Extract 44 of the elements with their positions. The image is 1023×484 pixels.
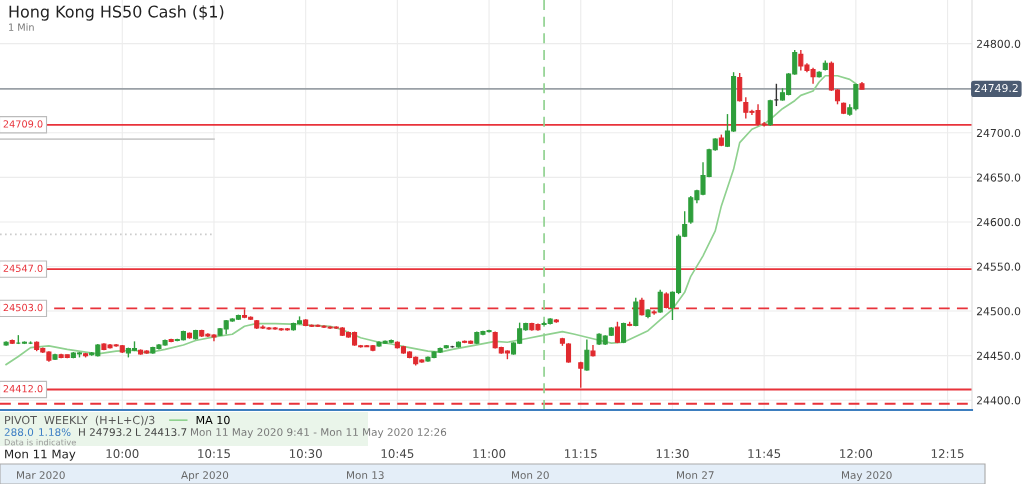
y-tick-label: 24550.0 [976, 262, 1021, 271]
x-tick-label: 10:45 [381, 449, 414, 459]
text: 1 Min [9, 23, 34, 31]
text: PIVOT WEEKLY (H+L+C)/3 [5, 415, 155, 426]
y-tick-label: 24500.0 [976, 307, 1021, 316]
legend-label: MA 10 [196, 415, 230, 425]
chart-title: Hong Kong HS50 Cash ($1) [9, 5, 224, 21]
y-tick-label: 24600.0 [976, 218, 1021, 227]
x-tick-label: 10:00 [106, 449, 139, 459]
x-tick-label: 12:00 [840, 449, 873, 459]
ref-line-label: 24709.0 [3, 120, 43, 128]
ref-line-label: 24503.0 [3, 303, 43, 312]
candlestick [737, 72, 743, 103]
y-tick-label: 24700.0 [976, 128, 1021, 138]
y-tick-label: 24800.0 [976, 39, 1021, 48]
text: Mon 13 [347, 471, 384, 480]
ref-line-label: 24749.2 [974, 83, 1018, 93]
x-tick-label: 11:00 [473, 449, 506, 459]
text: 1.18% [39, 428, 71, 437]
text: H 24793.2 [79, 428, 132, 437]
ref-line-label: 24412.0 [3, 384, 43, 393]
text: 288.0 [4, 428, 34, 437]
text: Mon 11 May [5, 449, 76, 461]
x-tick-label: 11:45 [748, 449, 781, 459]
y-tick-label: 24400.0 [976, 396, 1021, 405]
candlestick [633, 297, 639, 327]
text: Mon 27 [677, 471, 714, 480]
y-tick-label: 24650.0 [976, 173, 1021, 182]
ref-line-label: 24547.0 [3, 264, 43, 272]
text: Data is indicative [4, 438, 76, 446]
x-tick-label: 10:15 [198, 449, 230, 459]
text: Mar 2020 [17, 471, 65, 480]
x-tick-label: 12:15 [931, 449, 964, 459]
candlestick [657, 288, 663, 314]
text: Mon 20 [512, 471, 549, 480]
x-tick-label: 10:30 [289, 449, 322, 459]
text: L 24413.7 [136, 428, 187, 437]
x-tick-label: 11:15 [565, 449, 597, 459]
text: Apr 2020 [181, 471, 229, 482]
x-tick-label: 11:30 [656, 449, 689, 459]
y-tick-label: 24450.0 [976, 351, 1021, 360]
text: Mon 11 May 2020 9:41 - Mon 11 May 2020 12:26 [191, 428, 447, 439]
candlestick [584, 338, 590, 372]
text: May 2020 [842, 471, 892, 482]
